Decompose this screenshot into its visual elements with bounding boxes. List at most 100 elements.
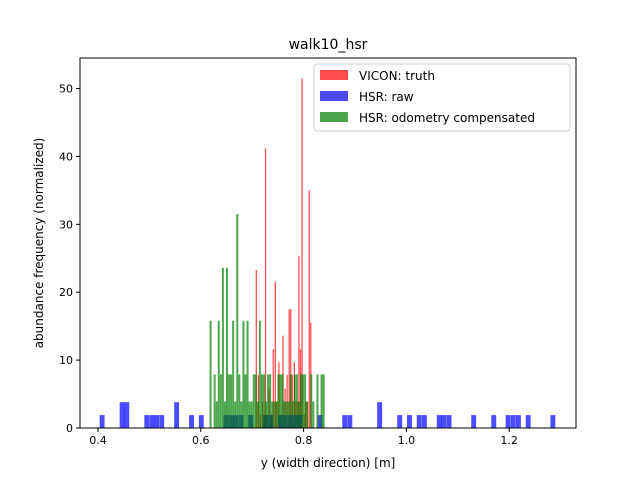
bar-series-0-23 (298, 256, 300, 428)
bar-series-1-28 (416, 415, 422, 428)
bar-series-2-10 (232, 320, 235, 428)
y-tick-label: 50 (59, 83, 73, 96)
bar-series-2-29 (271, 401, 274, 428)
bar-series-1-37 (515, 415, 521, 428)
legend: VICON: truth HSR: raw HSR: odometry comp… (313, 63, 571, 132)
bar-series-2-2 (215, 401, 218, 428)
bar-series-1-24 (347, 415, 353, 428)
bar-series-2-13 (238, 374, 241, 428)
bar-series-2-25 (263, 374, 266, 428)
bar-series-2-36 (285, 401, 288, 428)
legend-box (313, 63, 571, 132)
bar-series-1-2 (124, 402, 130, 428)
bar-series-1-0 (99, 415, 105, 428)
bar-series-2-7 (226, 267, 228, 428)
bar-series-0-0 (255, 269, 257, 428)
x-tick-label: 1.2 (500, 434, 518, 447)
legend-swatch-hsr-odometry (320, 112, 348, 122)
y-tick-label: 20 (59, 286, 73, 299)
bar-series-1-3 (144, 415, 150, 428)
bar-series-2-31 (275, 401, 278, 428)
chart-title: walk10_hsr (289, 37, 368, 53)
bar-series-1-29 (421, 415, 427, 428)
bar-series-0-18 (290, 309, 292, 428)
bar-series-0-29 (308, 190, 310, 428)
bar-series-1-6 (159, 415, 165, 428)
bar-series-1-8 (189, 415, 194, 428)
legend-label-hsr-odometry: HSR: odometry compensated (359, 111, 535, 125)
legend-label-vicon-truth: VICON: truth (359, 69, 435, 83)
bar-series-2-50 (320, 374, 323, 428)
bar-series-1-26 (397, 415, 403, 428)
legend-swatch-hsr-raw (320, 91, 348, 101)
bar-series-0-25 (301, 78, 303, 429)
bar-series-2-1 (213, 374, 216, 428)
bar-series-1-14 (248, 415, 254, 428)
bar-series-1-22 (317, 415, 323, 428)
bar-series-2-9 (230, 374, 233, 428)
x-tick-label: 0.4 (89, 434, 107, 447)
x-axis-label: y (width direction) [m] (261, 456, 396, 470)
bar-series-0-26 (303, 414, 305, 428)
bar-series-2-16 (244, 374, 247, 428)
bar-series-2-42 (297, 401, 300, 428)
bar-series-2-46 (306, 401, 309, 428)
x-tick-label: 0.8 (295, 434, 313, 447)
bar-series-1-23 (342, 415, 348, 428)
bar-series-0-5 (264, 148, 267, 429)
bar-series-2-33 (279, 374, 282, 428)
bar-series-2-8 (228, 374, 231, 428)
bar-series-0-9 (272, 349, 274, 428)
bar-series-2-15 (242, 320, 245, 428)
legend-swatch-vicon-truth (320, 70, 348, 80)
bar-series-2-21 (254, 374, 257, 428)
bar-series-1-34 (491, 415, 497, 428)
bar-series-2-45 (304, 374, 307, 428)
bar-series-0-17 (288, 309, 290, 428)
bar-series-1-36 (510, 415, 516, 428)
bar-series-2-26 (265, 401, 268, 428)
bar-series-2-18 (248, 401, 251, 428)
bar-series-2-24 (260, 374, 263, 428)
bar-series-1-25 (377, 402, 383, 428)
y-tick-label: 40 (59, 150, 73, 163)
bar-series-0-21 (295, 401, 297, 428)
bar-series-2-37 (287, 401, 290, 428)
bar-series-2-44 (302, 374, 305, 428)
bar-series-2-35 (283, 401, 286, 428)
bar-series-2-38 (289, 374, 292, 428)
bar-series-2-47 (310, 374, 313, 428)
bar-series-2-14 (240, 401, 243, 428)
bar-series-1-31 (441, 415, 447, 428)
bar-series-2-22 (256, 401, 259, 428)
bar-series-0-7 (268, 388, 270, 428)
bar-series-2-28 (269, 374, 272, 428)
bar-series-2-30 (273, 401, 276, 428)
bar-series-2-48 (312, 401, 315, 428)
bar-series-1-38 (525, 415, 531, 428)
bar-series-1-27 (407, 415, 412, 428)
bar-series-2-11 (234, 401, 237, 428)
bar-series-2-27 (267, 374, 270, 428)
y-axis-ticks: 0 10 20 30 40 50 (59, 83, 80, 435)
bar-series-2-43 (300, 374, 303, 428)
bar-series-0-10 (274, 282, 276, 428)
legend-label-hsr-raw: HSR: raw (359, 90, 414, 104)
bar-series-2-51 (322, 374, 325, 428)
bar-series-2-49 (316, 374, 319, 428)
bar-series-0-22 (297, 401, 299, 428)
plot-frame (79, 57, 577, 429)
bar-series-1-30 (436, 415, 442, 428)
bar-series-1-7 (174, 402, 180, 428)
bar-series-2-4 (219, 374, 222, 428)
bar-series-1-9 (198, 415, 204, 428)
bar-series-2-39 (291, 401, 294, 428)
bar-series-1-21 (297, 415, 303, 428)
bar-series-2-40 (293, 374, 296, 428)
bar-series-1-35 (505, 415, 511, 428)
bar-series-2-34 (281, 374, 284, 428)
bar-series-1-39 (550, 415, 556, 428)
x-tick-label: 1.0 (398, 434, 416, 447)
bar-series-2-19 (250, 401, 253, 428)
